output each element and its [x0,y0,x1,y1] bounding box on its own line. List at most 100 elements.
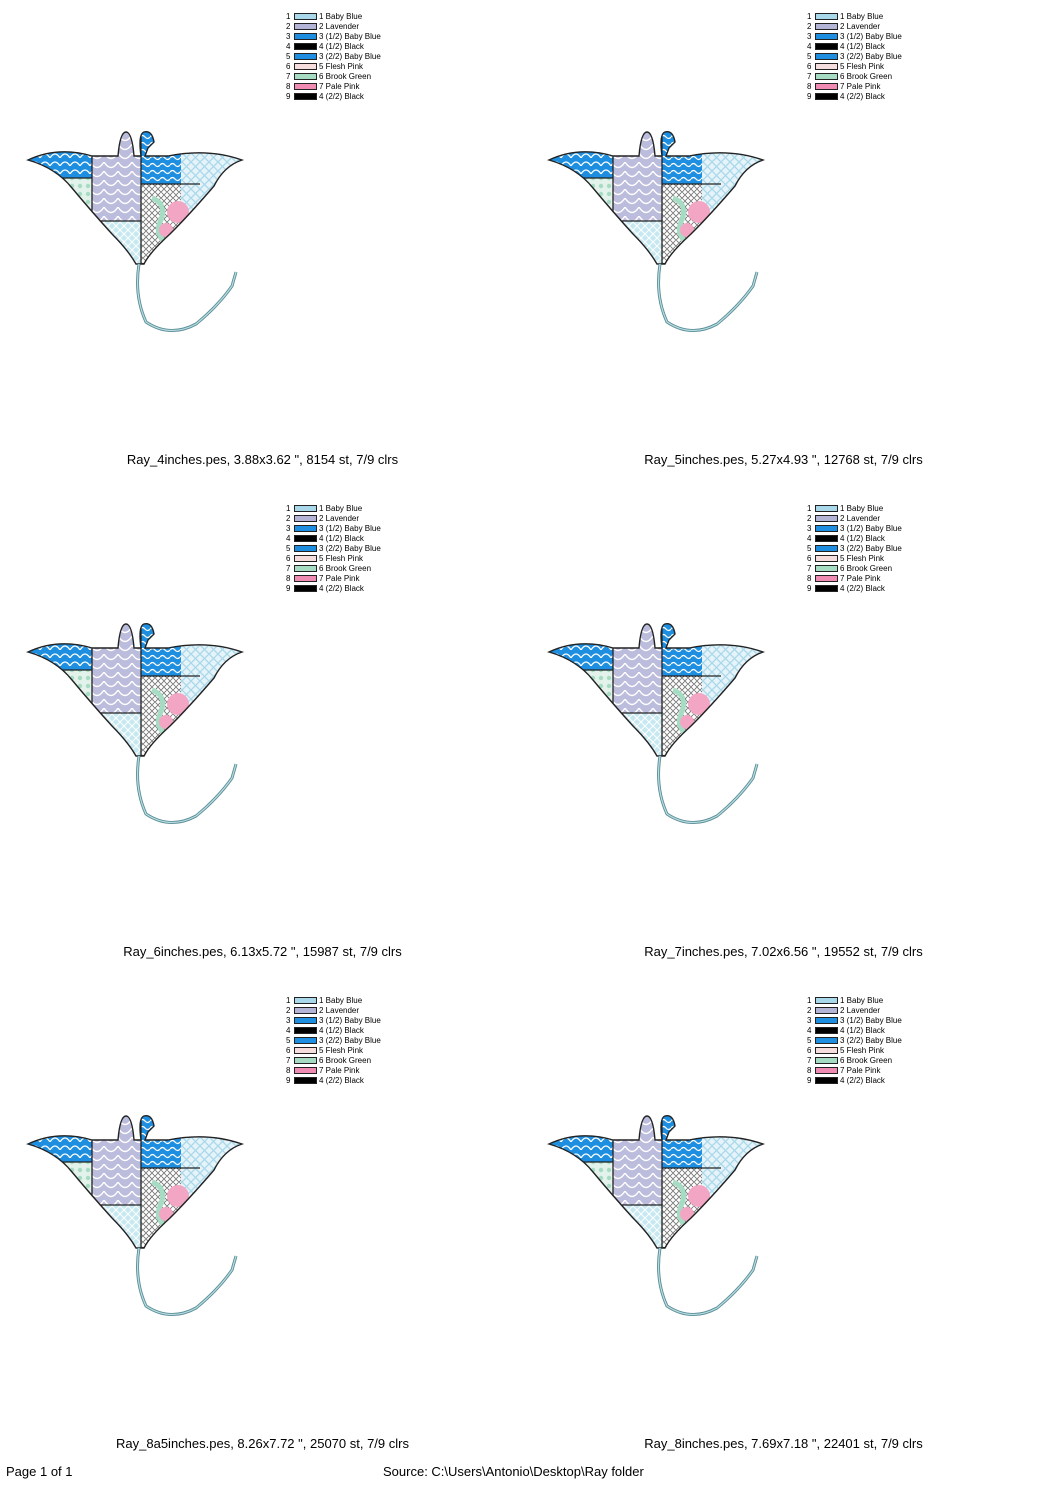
thread-color-legend: 1 1 Baby Blue 2 2 Lavender 3 3 (1/2) Baby Blu… [807,996,1007,1086]
legend-sequence-number: 9 [807,1076,812,1085]
legend-sequence-number: 8 [807,574,812,583]
legend-sequence-number: 6 [807,1046,812,1055]
legend-sequence-number: 2 [807,1006,812,1015]
design-file-caption: Ray_8a5inches.pes, 8.26x7.72 ", 25070 st… [116,1436,409,1451]
legend-row: 1 1 Baby Blue [286,996,486,1006]
legend-sequence-number: 7 [286,1056,291,1065]
thread-color-swatch [294,525,317,532]
legend-row: 9 4 (2/2) Black [807,92,1007,102]
thread-color-swatch [815,73,838,80]
legend-row: 8 7 Pale Pink [286,574,486,584]
legend-row: 1 1 Baby Blue [807,504,1007,514]
thread-color-label: 3 (2/2) Baby Blue [840,544,902,553]
thread-color-label: 3 (2/2) Baby Blue [319,544,381,553]
design-block: 1 1 Baby Blue 2 2 Lavender 3 3 (1/2) Baby Blu… [521,0,1046,492]
legend-row: 4 4 (1/2) Black [286,1026,486,1036]
thread-color-label: 4 (2/2) Black [319,1076,364,1085]
legend-sequence-number: 3 [807,1016,812,1025]
legend-sequence-number: 1 [286,996,291,1005]
design-file-caption: Ray_8inches.pes, 7.69x7.18 ", 22401 st, … [644,1436,923,1451]
thread-color-swatch [815,575,838,582]
legend-row: 3 3 (1/2) Baby Blue [286,1016,486,1026]
thread-color-swatch [294,565,317,572]
thread-color-label: 2 Lavender [319,1006,360,1015]
legend-sequence-number: 7 [807,72,812,81]
legend-row: 3 3 (1/2) Baby Blue [286,524,486,534]
thread-color-label: 4 (1/2) Black [840,534,885,543]
design-block: 1 1 Baby Blue 2 2 Lavender 3 3 (1/2) Baby Blu… [521,984,1046,1476]
legend-row: 3 3 (1/2) Baby Blue [807,32,1007,42]
legend-sequence-number: 5 [807,544,812,553]
thread-color-swatch [294,1017,317,1024]
thread-color-label: 3 (1/2) Baby Blue [319,1016,381,1025]
thread-color-label: 5 Flesh Pink [840,1046,885,1055]
thread-color-label: 5 Flesh Pink [319,62,364,71]
legend-row: 5 3 (2/2) Baby Blue [807,544,1007,554]
thread-color-swatch [815,555,838,562]
legend-row: 9 4 (2/2) Black [807,584,1007,594]
page-number: Page 1 of 1 [6,1464,73,1479]
legend-sequence-number: 4 [807,42,812,51]
legend-row: 2 2 Lavender [807,1006,1007,1016]
thread-color-label: 1 Baby Blue [840,504,884,513]
legend-sequence-number: 8 [286,1066,291,1075]
legend-sequence-number: 9 [807,584,812,593]
thread-color-swatch [294,585,317,592]
thread-color-label: 1 Baby Blue [319,504,363,513]
legend-row: 5 3 (2/2) Baby Blue [807,52,1007,62]
thread-color-label: 3 (1/2) Baby Blue [840,32,902,41]
thread-color-swatch [294,575,317,582]
thread-color-swatch [294,515,317,522]
thread-color-label: 4 (2/2) Black [840,1076,885,1085]
legend-sequence-number: 8 [286,574,291,583]
legend-sequence-number: 5 [807,52,812,61]
legend-row: 5 3 (2/2) Baby Blue [286,52,486,62]
thread-color-label: 3 (2/2) Baby Blue [840,52,902,61]
legend-sequence-number: 7 [807,564,812,573]
legend-sequence-number: 9 [807,92,812,101]
legend-sequence-number: 9 [286,1076,291,1085]
manta-ray-embroidery-preview [541,1110,771,1322]
legend-row: 7 6 Brook Green [286,72,486,82]
legend-sequence-number: 6 [807,62,812,71]
thread-color-label: 4 (1/2) Black [319,1026,364,1035]
legend-sequence-number: 1 [807,996,812,1005]
thread-color-swatch [294,535,317,542]
manta-ray-embroidery-preview [20,126,250,338]
thread-color-swatch [815,33,838,40]
thread-color-label: 1 Baby Blue [319,12,363,21]
legend-sequence-number: 7 [807,1056,812,1065]
thread-color-label: 3 (1/2) Baby Blue [840,1016,902,1025]
legend-sequence-number: 2 [286,22,291,31]
thread-color-label: 6 Brook Green [840,1056,893,1065]
thread-color-label: 4 (2/2) Black [319,92,364,101]
thread-color-swatch [815,1077,838,1084]
legend-row: 4 4 (1/2) Black [807,42,1007,52]
thread-color-swatch [815,13,838,20]
thread-color-swatch [294,53,317,60]
legend-sequence-number: 3 [807,524,812,533]
design-block: 1 1 Baby Blue 2 2 Lavender 3 3 (1/2) Baby Blu… [0,0,525,492]
thread-color-legend: 1 1 Baby Blue 2 2 Lavender 3 3 (1/2) Baby Blu… [286,504,486,594]
legend-row: 5 3 (2/2) Baby Blue [286,1036,486,1046]
legend-sequence-number: 4 [807,1026,812,1035]
thread-color-swatch [815,545,838,552]
thread-color-label: 3 (1/2) Baby Blue [319,524,381,533]
legend-sequence-number: 8 [286,82,291,91]
thread-color-label: 2 Lavender [840,22,881,31]
thread-color-swatch [815,515,838,522]
legend-sequence-number: 4 [286,534,291,543]
thread-color-swatch [815,23,838,30]
thread-color-swatch [294,1067,317,1074]
legend-row: 1 1 Baby Blue [286,504,486,514]
thread-color-swatch [815,83,838,90]
legend-row: 3 3 (1/2) Baby Blue [807,1016,1007,1026]
legend-sequence-number: 1 [807,504,812,513]
thread-color-label: 2 Lavender [840,1006,881,1015]
legend-row: 9 4 (2/2) Black [807,1076,1007,1086]
legend-sequence-number: 4 [807,534,812,543]
legend-sequence-number: 5 [286,52,291,61]
legend-row: 4 4 (1/2) Black [807,1026,1007,1036]
legend-row: 2 2 Lavender [286,1006,486,1016]
thread-color-swatch [294,555,317,562]
